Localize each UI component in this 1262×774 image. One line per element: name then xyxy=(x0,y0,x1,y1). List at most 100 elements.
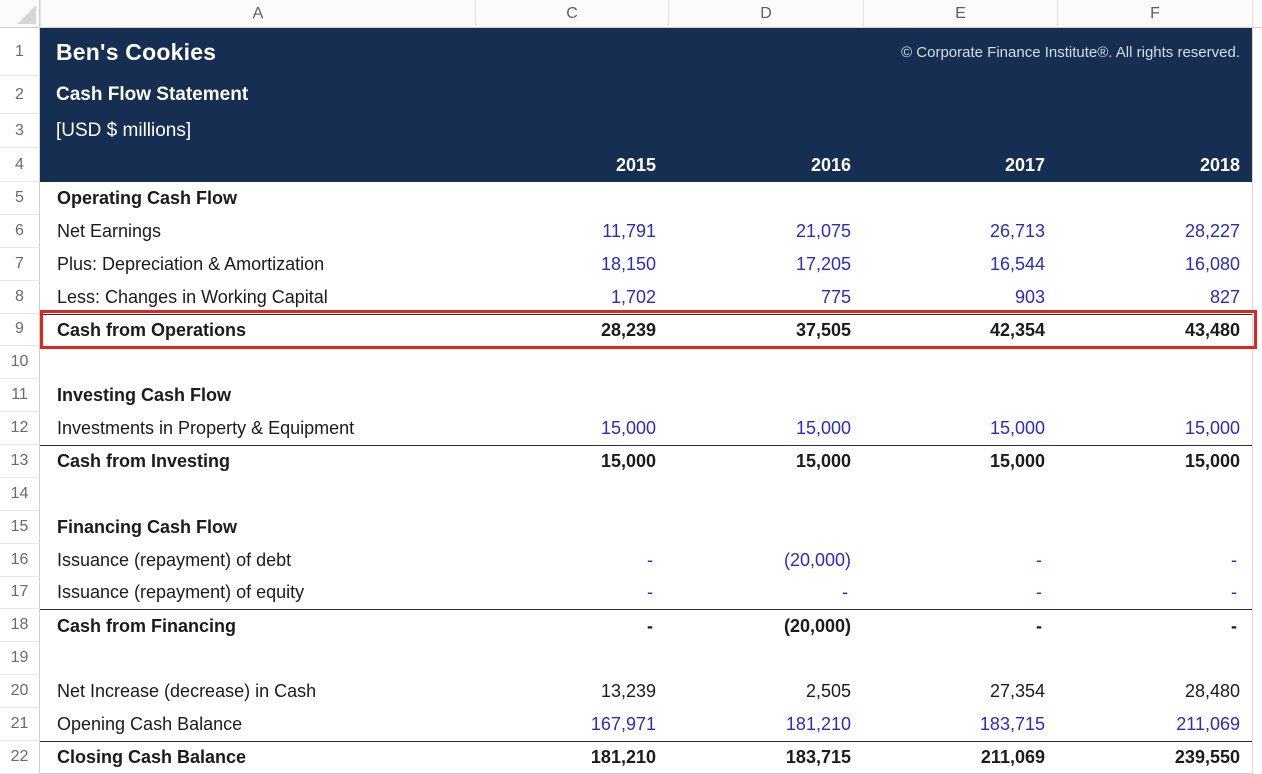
value-cell[interactable]: 27,354 xyxy=(989,681,1045,702)
label-cell[interactable]: Issuance (repayment) of debt xyxy=(57,549,292,570)
value-cell[interactable]: 183,715 xyxy=(785,746,851,767)
value-cell[interactable] xyxy=(668,511,863,544)
row-number[interactable]: 8 xyxy=(0,280,40,314)
value-cell[interactable] xyxy=(475,478,668,511)
value-cell[interactable]: 15,000 xyxy=(989,418,1045,439)
value-cell[interactable]: 239,550 xyxy=(1174,746,1240,767)
value-cell[interactable]: 21,075 xyxy=(795,220,851,241)
value-cell[interactable]: 211,069 xyxy=(980,746,1045,767)
value-cell[interactable]: - xyxy=(647,582,653,603)
value-cell[interactable]: - xyxy=(842,582,848,603)
value-cell[interactable]: 28,239 xyxy=(600,319,656,340)
value-cell[interactable]: 15,000 xyxy=(600,451,656,472)
row-number[interactable]: 6 xyxy=(0,214,40,248)
value-cell[interactable]: 15,000 xyxy=(795,418,851,439)
row-number[interactable]: 3 xyxy=(0,114,40,148)
value-cell[interactable]: 13,239 xyxy=(600,681,656,702)
row-number[interactable]: 10 xyxy=(0,346,40,380)
value-cell[interactable]: 181,210 xyxy=(785,713,851,734)
row-number[interactable]: 1 xyxy=(0,28,40,76)
column-header-d[interactable]: D xyxy=(668,0,863,28)
value-cell[interactable]: - xyxy=(647,549,653,570)
value-cell[interactable] xyxy=(475,346,668,379)
value-cell[interactable]: 17,205 xyxy=(795,253,851,274)
row-number[interactable]: 15 xyxy=(0,510,40,544)
label-cell[interactable]: Cash from Operations xyxy=(57,319,247,340)
column-header-a[interactable]: A xyxy=(40,0,475,28)
value-cell[interactable] xyxy=(863,642,1057,675)
label-cell[interactable]: Operating Cash Flow xyxy=(57,187,238,208)
value-cell[interactable] xyxy=(1057,511,1252,544)
value-cell[interactable] xyxy=(668,642,863,675)
label-cell[interactable]: Plus: Depreciation & Amortization xyxy=(57,253,325,274)
label-cell[interactable]: Less: Changes in Working Capital xyxy=(57,286,328,307)
value-cell[interactable]: 15,000 xyxy=(989,451,1045,472)
value-cell[interactable] xyxy=(1057,182,1252,215)
row-number[interactable]: 16 xyxy=(0,543,40,577)
row-number[interactable]: 4 xyxy=(0,148,40,182)
label-cell[interactable]: Closing Cash Balance xyxy=(57,746,247,767)
title-cell-group[interactable]: Ben's Cookies © Corporate Finance Instit… xyxy=(40,28,1252,76)
label-cell[interactable] xyxy=(40,478,475,511)
value-cell[interactable] xyxy=(863,379,1057,412)
value-cell[interactable] xyxy=(668,346,863,379)
value-cell[interactable] xyxy=(863,511,1057,544)
label-cell[interactable] xyxy=(40,642,475,675)
value-cell[interactable]: - xyxy=(1036,582,1042,603)
value-cell[interactable]: 42,354 xyxy=(989,319,1045,340)
label-cell[interactable]: Cash from Financing xyxy=(57,615,237,636)
year-cell[interactable]: 2016 xyxy=(810,154,851,175)
row-number[interactable]: 2 xyxy=(0,76,40,114)
value-cell[interactable]: 2,505 xyxy=(805,681,851,702)
value-cell[interactable]: 15,000 xyxy=(600,418,656,439)
value-cell[interactable]: 903 xyxy=(1014,286,1045,307)
value-cell[interactable] xyxy=(1057,346,1252,379)
value-cell[interactable]: 15,000 xyxy=(795,451,851,472)
row-number[interactable]: 18 xyxy=(0,609,40,643)
row-number[interactable]: 7 xyxy=(0,247,40,281)
label-cell[interactable]: Net Earnings xyxy=(57,220,162,241)
value-cell[interactable]: 37,505 xyxy=(795,319,851,340)
row-number[interactable]: 5 xyxy=(0,182,40,215)
label-cell[interactable]: Investing Cash Flow xyxy=(57,385,232,406)
year-cell[interactable]: 2018 xyxy=(1199,154,1240,175)
value-cell[interactable]: 167,971 xyxy=(590,713,656,734)
value-cell[interactable] xyxy=(475,511,668,544)
value-cell[interactable] xyxy=(475,379,668,412)
value-cell[interactable]: - xyxy=(1036,549,1042,570)
value-cell[interactable]: 43,480 xyxy=(1184,319,1240,340)
value-cell[interactable] xyxy=(863,182,1057,215)
value-cell[interactable]: 16,080 xyxy=(1184,253,1240,274)
year-cell[interactable]: 2015 xyxy=(615,154,656,175)
row-number[interactable]: 9 xyxy=(0,313,40,347)
value-cell[interactable]: - xyxy=(647,615,653,636)
column-header-f[interactable]: F xyxy=(1057,0,1252,28)
value-cell[interactable]: 775 xyxy=(820,286,851,307)
select-all-corner[interactable] xyxy=(0,0,40,28)
value-cell[interactable]: 28,480 xyxy=(1184,681,1240,702)
value-cell[interactable]: - xyxy=(1231,549,1237,570)
value-cell[interactable] xyxy=(475,182,668,215)
label-cell[interactable] xyxy=(40,346,475,379)
empty-cell[interactable] xyxy=(40,148,475,182)
value-cell[interactable]: 11,791 xyxy=(602,220,656,241)
row-number[interactable]: 21 xyxy=(0,708,40,741)
value-cell[interactable] xyxy=(863,346,1057,379)
value-cell[interactable]: (20,000) xyxy=(783,549,851,570)
value-cell[interactable] xyxy=(668,478,863,511)
value-cell[interactable] xyxy=(863,478,1057,511)
value-cell[interactable] xyxy=(668,379,863,412)
label-cell[interactable]: Issuance (repayment) of equity xyxy=(57,582,305,603)
label-cell[interactable]: Financing Cash Flow xyxy=(57,516,238,537)
row-number[interactable]: 11 xyxy=(0,379,40,413)
label-cell[interactable]: Net Increase (decrease) in Cash xyxy=(57,681,317,702)
value-cell[interactable]: 16,544 xyxy=(989,253,1045,274)
subtitle-cell-group[interactable]: Cash Flow Statement xyxy=(40,76,1252,114)
row-number[interactable]: 12 xyxy=(0,412,40,445)
value-cell[interactable]: 26,713 xyxy=(989,220,1045,241)
row-number[interactable]: 14 xyxy=(0,477,40,511)
column-header-c[interactable]: C xyxy=(475,0,668,28)
value-cell[interactable] xyxy=(668,182,863,215)
value-cell[interactable]: 183,715 xyxy=(979,713,1045,734)
value-cell[interactable]: 15,000 xyxy=(1184,451,1240,472)
